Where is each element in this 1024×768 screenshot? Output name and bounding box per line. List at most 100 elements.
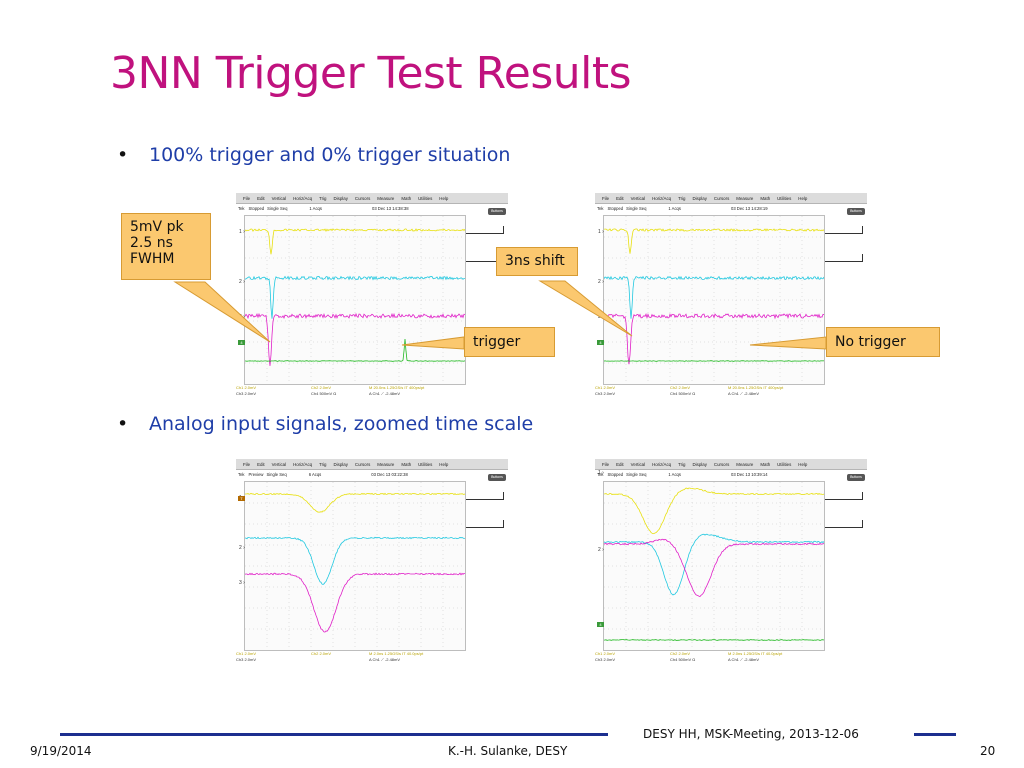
scope-status-text: Single Seq [266,471,287,477]
trace-ch2 [604,275,824,319]
scope-display [244,215,466,385]
scope-side-panel [466,489,506,529]
scope-menu-item: Measure [736,461,754,467]
scope-menu-item: Math [760,195,771,201]
callout-shift: 3ns shift [496,247,578,276]
trace-ch1 [604,228,824,254]
callout-pulse-amplitude: 5mV pk 2.5 ns FWHM [121,213,211,280]
scope-status-text: Preview [248,471,264,477]
scope-menu-item: Measure [736,195,754,201]
slide-title: 3NN Trigger Test Results [110,48,632,99]
scope-status-text: 1 Acqs [668,471,681,477]
scope-status-text: 6 Acqs [308,471,322,477]
scope-readout-text: Ch3 2.0mV [236,391,257,396]
scope-menu-item: Trig [319,461,327,467]
channel-marker: 2 › [239,545,245,551]
footer-author: K.-H. Sulanke, DESY [448,744,568,758]
scope-status-text: Stopped [248,205,265,211]
scope-readout-text: M 20.0ns 1.25GS/s IT 400ps/pt [728,385,784,390]
scope-status-text: 1 Acqs [668,205,681,211]
scope-menu-item: File [243,195,251,201]
scope-waveform-plot [604,482,824,650]
scope-readout-text: Ch2 2.0mV [670,651,691,656]
scope-readout-text: M 2.0ns 1.25GS/s IT 40.0ps/pt [369,651,424,656]
bullet-trigger-situation: • 100% trigger and 0% trigger situation [117,144,510,166]
scope-status-text: Single Seq [267,205,288,211]
scope-readout-text: M 2.0ns 1.25GS/s IT 40.0ps/pt [728,651,783,656]
callout-no-trigger: No trigger [826,327,940,357]
scope-menu-item: File [243,461,251,467]
channel-marker: 3 › [598,314,604,320]
scope-screenshot-no-trigger: File Edit Vertical Horiz/Acq Trig Display Curs… [595,193,867,396]
scope-buttons-button: Buttons [847,474,865,481]
trace-ch1 [604,487,824,535]
scope-readout: Ch1 2.0mV Ch3 2.0mV Ch2 2.0mV Ch4 500mV Ω M … [595,651,867,669]
trace-ch3 [245,572,465,633]
bullet-dot: • [117,144,129,166]
scope-menu-item: Display [333,195,348,201]
scope-menu-item: Trig [678,461,686,467]
bullet-dot: • [117,413,129,435]
scope-menu-item: Display [692,195,707,201]
channel4-marker: 4 [597,340,604,345]
callout-line: 2.5 ns [130,235,173,251]
trace-ch3 [245,312,465,366]
scope-waveform-plot [245,482,465,650]
side-panel-bracket [825,254,863,262]
scope-menu-item: Vertical [271,461,287,467]
scope-readout: Ch1 2.0mV Ch3 2.0mV Ch2 2.0mV M 2.0ns 1.25G… [236,651,508,669]
scope-status-text: Tek [597,205,604,211]
scope-status-text: 03 Dec 13 14:38:38 [371,205,409,211]
scope-menubar: File Edit Vertical Horiz/Acq Trig Display Curs… [595,459,867,470]
channel-marker: 1 › [598,470,604,476]
scope-menu-item: Math [401,461,412,467]
scope-readout-text: A Ch1 ⟋ -2.48mV [369,657,401,662]
footer-date: 9/19/2014 [30,744,92,758]
callout-line: FWHM [130,251,175,267]
scope-menu-item: Math [760,461,771,467]
scope-menu-item: Utilities [777,195,792,201]
trace-ch4 [604,639,824,641]
scope-readout-text: Ch1 2.0mV [236,651,257,656]
scope-status-text: Stopped [607,471,624,477]
scope-menu-item: Vertical [630,195,646,201]
scope-status-text: Tek [597,471,604,477]
scope-display [603,215,825,385]
trace-ch2 [245,536,465,585]
scope-menu-item: Measure [377,461,395,467]
scope-readout-text: M 20.0ns 1.25GS/s IT 400ps/pt [369,385,425,390]
channel-marker: 2 › [598,279,604,285]
scope-buttons-button: Buttons [488,474,506,481]
scope-status-text: 1 Acqs [309,205,322,211]
channel-marker: 3 › [239,580,245,586]
channel-marker: 2 › [239,279,245,285]
callout-line: 5mV pk [130,219,184,235]
scope-waveform-plot [604,216,824,384]
trigger-marker: T [238,496,245,501]
scope-menu-item: Cursors [354,195,371,201]
scope-status-text: Single Seq [626,471,647,477]
scope-menu-item: Edit [257,461,265,467]
scope-menubar: File Edit Vertical Horiz/Acq Trig Display Curs… [595,193,867,204]
scope-status-text: 03 Dec 13 03:22:38 [371,471,408,477]
scope-menu-item: Help [798,461,808,467]
scope-status-text: Tek [238,471,245,477]
scope-side-panel [825,489,865,529]
trace-ch2 [245,275,465,319]
channel-marker: 3 › [239,314,245,320]
trace-ch4 [604,360,824,362]
scope-statusbar: Tek Preview Single Seq 6 Acqs 03 Dec 13 03:2… [236,470,508,478]
scope-buttons-button: Buttons [488,208,506,215]
scope-menu-item: Display [333,461,348,467]
footer-page-number: 20 [980,744,996,758]
scope-status-text: Single Seq [626,205,647,211]
scope-readout-text: Ch3 2.0mV [236,657,257,662]
trace-ch3 [604,538,824,597]
bullet-text: Analog input signals, zoomed time scale [149,413,534,435]
scope-menu-item: Display [692,461,707,467]
scope-menu-item: Measure [377,195,395,201]
scope-menu-item: Cursors [713,195,730,201]
scope-menu-item: Utilities [418,461,433,467]
scope-menu-item: Horiz/Acq [293,195,313,201]
